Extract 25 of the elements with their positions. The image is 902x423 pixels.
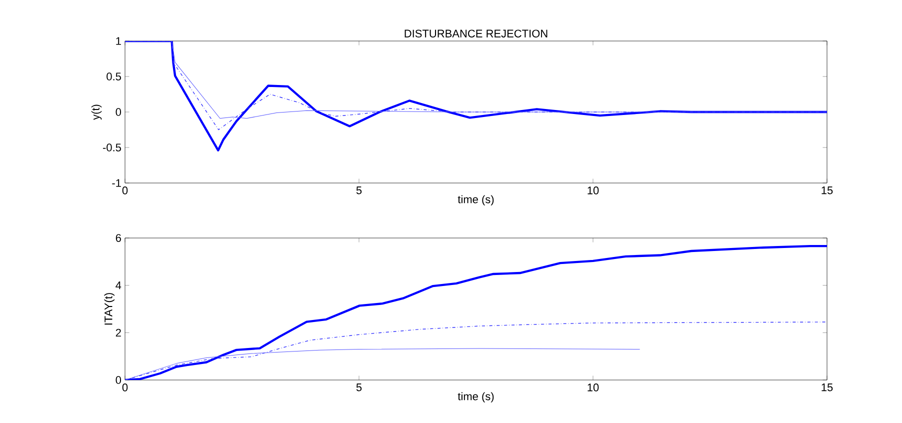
x-tick-label: 15: [822, 186, 833, 194]
y-tick-label: -1: [112, 179, 121, 187]
y-tick-label: 4: [116, 282, 122, 290]
y-tick-label: 6: [116, 234, 121, 242]
y-tick-label: 0.5: [106, 72, 121, 80]
line-series: [125, 244, 828, 380]
x-tick-label: 5: [356, 186, 362, 194]
y-axis-title: y(t): [91, 104, 102, 120]
y-tick-label: 2: [116, 328, 121, 337]
x-tick-label: 10: [588, 384, 599, 392]
x-tick-label: 10: [588, 186, 599, 194]
x-tick-label: 0: [122, 384, 128, 392]
line-series: [125, 348, 640, 380]
line-series: [125, 40, 828, 152]
y-tick-label: 1: [116, 37, 121, 45]
chart-title: DISTURBANCE REJECTION: [404, 30, 548, 38]
y-tick-label: -0.5: [103, 144, 121, 152]
x-tick-label: 0: [122, 186, 128, 194]
y-tick-label: 0: [116, 376, 122, 384]
x-axis-title: time (s): [458, 392, 494, 402]
y-axis-title: ITAY(t): [104, 293, 114, 325]
x-axis-title: time (s): [458, 195, 494, 206]
x-tick-label: 5: [356, 384, 362, 392]
y-tick-label: 0: [116, 108, 122, 116]
x-tick-label: 15: [822, 384, 833, 392]
